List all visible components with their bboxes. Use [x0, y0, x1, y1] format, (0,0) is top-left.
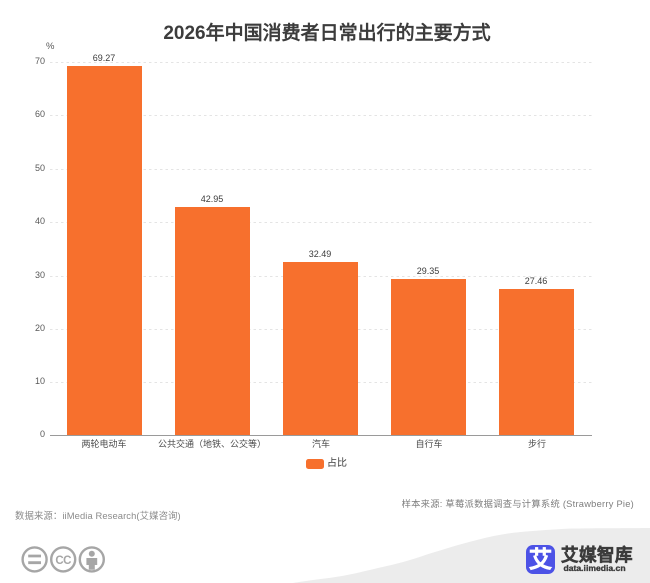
svg-text:CC: CC — [55, 555, 71, 567]
